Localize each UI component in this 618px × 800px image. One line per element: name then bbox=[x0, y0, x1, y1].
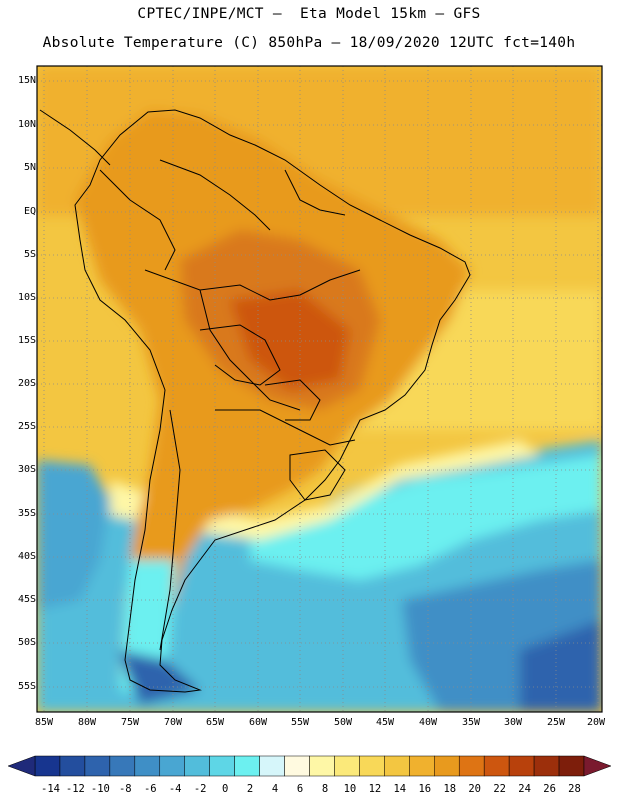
legend-tick-label: -10 bbox=[90, 783, 110, 795]
lat-label: 50S bbox=[17, 637, 36, 648]
lat-label: 45S bbox=[17, 594, 36, 605]
lat-label: 5N bbox=[23, 162, 36, 173]
lat-label: 10N bbox=[17, 119, 36, 130]
lat-label: 35S bbox=[17, 508, 36, 519]
lon-label: 80W bbox=[77, 717, 97, 728]
lon-label: 70W bbox=[163, 717, 183, 728]
lat-label: 10S bbox=[17, 292, 36, 303]
lon-label: 60W bbox=[248, 717, 268, 728]
legend-tick-label: 8 bbox=[321, 783, 329, 795]
lon-label: 45W bbox=[375, 717, 395, 728]
lon-label: 30W bbox=[503, 717, 523, 728]
argentina-north-border bbox=[215, 409, 356, 446]
legend-tick-label: 28 bbox=[568, 783, 581, 795]
legend-tick-label: 0 bbox=[222, 783, 229, 795]
lat-label: 5S bbox=[23, 249, 36, 260]
lon-label: 40W bbox=[418, 717, 438, 728]
continent-warm bbox=[75, 110, 470, 700]
lat-label: 40S bbox=[17, 551, 36, 562]
legend-tick-label: -12 bbox=[65, 783, 85, 795]
legend-tick-label: 12 bbox=[368, 783, 382, 795]
legend-tick-label: 24 bbox=[518, 783, 531, 795]
lat-label: 15N bbox=[17, 75, 36, 86]
legend-tick-label: -6 bbox=[143, 783, 157, 795]
lat-label: 20S bbox=[17, 378, 36, 389]
lon-label: 50W bbox=[333, 717, 353, 728]
central-america bbox=[39, 109, 111, 166]
lon-label: 25W bbox=[546, 717, 566, 728]
title-line-2: Absolute Temperature (C) 850hPa – 18/09/… bbox=[42, 35, 576, 51]
continent-hottest bbox=[230, 290, 350, 390]
legend-tick-label: 10 bbox=[343, 783, 357, 795]
legend-tick-label: -2 bbox=[193, 783, 207, 795]
lat-label: 25S bbox=[17, 421, 36, 432]
legend-tick-label: 14 bbox=[393, 783, 407, 795]
legend-tick-label: -14 bbox=[41, 783, 60, 795]
lon-label: 35W bbox=[461, 717, 481, 728]
legend-tick-label: -8 bbox=[118, 783, 132, 795]
legend-tick-label: 16 bbox=[418, 783, 432, 795]
lon-label: 55W bbox=[290, 717, 310, 728]
title-line-1: CPTEC/INPE/MCT – Eta Model 15km – GFS bbox=[137, 6, 481, 22]
pacific-cold bbox=[37, 460, 110, 610]
legend-tick-label: 18 bbox=[443, 783, 457, 795]
legend-tick-label: 22 bbox=[493, 783, 507, 795]
cyan-front bbox=[250, 455, 602, 580]
lon-label: 20W bbox=[586, 717, 606, 728]
paraguay-border bbox=[264, 379, 321, 421]
lon-label: 65W bbox=[205, 717, 225, 728]
lon-label: 85W bbox=[34, 717, 54, 728]
legend-tick-label: 26 bbox=[543, 783, 556, 795]
venezuela-border bbox=[159, 159, 271, 231]
bolivia-border bbox=[199, 324, 281, 386]
legend-tick-label: 6 bbox=[296, 783, 304, 795]
colombia-border bbox=[99, 169, 176, 271]
map-frame bbox=[36, 65, 603, 713]
lat-label: 55S bbox=[17, 681, 36, 692]
lat-label: 30S bbox=[17, 464, 36, 475]
guiana-borders bbox=[284, 169, 346, 216]
legend-tick-label: 4 bbox=[271, 783, 279, 795]
chile-argentina-border bbox=[159, 409, 181, 651]
country-borders bbox=[39, 109, 471, 693]
legend-tick-label: 2 bbox=[246, 783, 254, 795]
lat-label: EQ bbox=[23, 206, 36, 217]
brazil-west-border bbox=[199, 289, 301, 411]
lat-label: 15S bbox=[17, 335, 36, 346]
legend-tick-label: 20 bbox=[468, 783, 482, 795]
legend-tick-label: -4 bbox=[168, 783, 182, 795]
lon-label: 75W bbox=[120, 717, 140, 728]
uruguay-border bbox=[289, 449, 346, 501]
